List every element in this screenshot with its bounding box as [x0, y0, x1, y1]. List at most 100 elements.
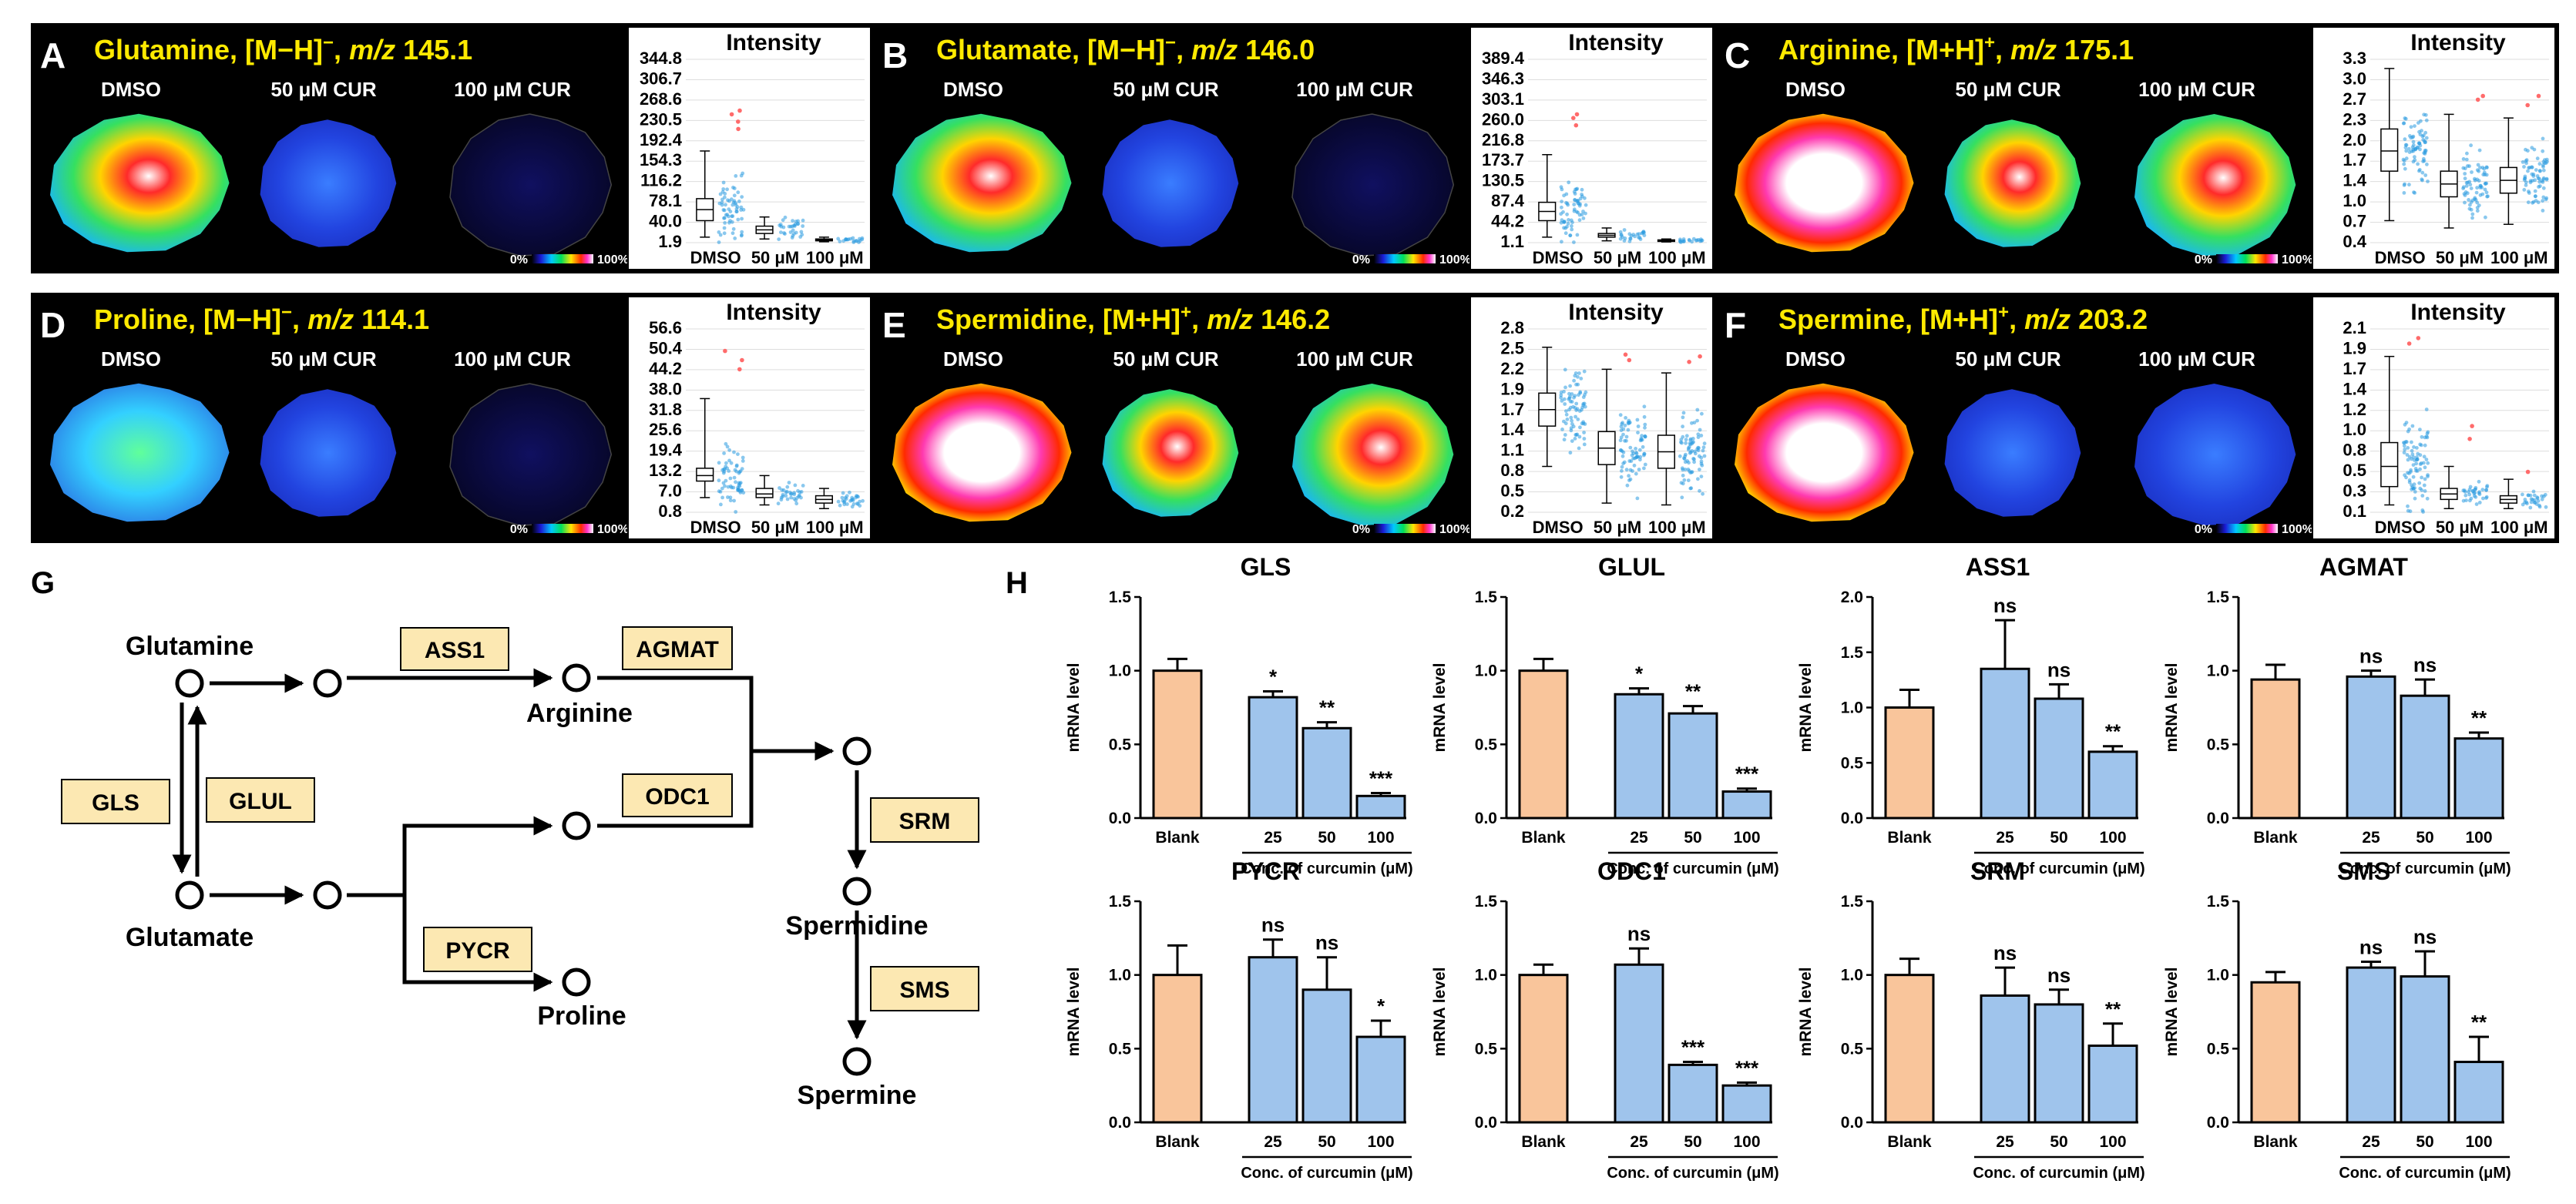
- y-tick-label: 0.5: [1841, 1040, 1864, 1058]
- label-spermine: Spermine: [798, 1081, 917, 1110]
- msi-column-label: 100 μM CUR: [2138, 347, 2255, 371]
- scatter-dot: [1686, 478, 1691, 482]
- msi-title-mz-value: 145.1: [395, 34, 472, 65]
- y-tick-label: 1.0: [1841, 967, 1863, 984]
- colorbar-min-label: 0%: [510, 253, 528, 267]
- y-tick-label: 2.3: [2343, 109, 2366, 129]
- scatter-dot: [2541, 209, 2545, 213]
- scatter-dot: [851, 498, 855, 502]
- scatter-dot: [1572, 207, 1577, 212]
- scatter-dot: [2521, 160, 2525, 164]
- enzyme-glul: GLUL: [229, 789, 292, 814]
- panel-letter: C: [1725, 35, 1750, 75]
- y-tick-label: 56.6: [649, 318, 682, 337]
- msi-title-name: Arginine, [M+H]: [1778, 34, 1984, 65]
- x-category-label: DMSO: [2375, 518, 2426, 537]
- label-spermidine: Spermidine: [785, 911, 928, 941]
- scatter-dot: [1632, 463, 1637, 468]
- scatter-dot: [2421, 159, 2426, 163]
- x-category-label: Blank: [1887, 1133, 1932, 1151]
- scatter-dot: [720, 200, 724, 205]
- scatter-dot: [2475, 186, 2480, 190]
- scatter-dot: [724, 203, 727, 207]
- msi-column-label: DMSO: [943, 78, 1003, 101]
- scatter-dot: [727, 207, 731, 211]
- scatter-dot: [2425, 435, 2430, 440]
- scatter-dot: [718, 233, 723, 237]
- outlier-dot: [2480, 93, 2485, 99]
- bar: [1668, 1063, 1718, 1124]
- scatter-dot: [1577, 434, 1582, 439]
- scatter-dot: [1562, 220, 1567, 224]
- x-category-label: 25: [1630, 1133, 1648, 1151]
- scatter-dot: [1690, 441, 1694, 446]
- scatter-dot: [723, 192, 727, 196]
- scatter-dot: [2413, 158, 2417, 163]
- scatter-dot: [2480, 488, 2485, 492]
- msi-title-mz-value: 203.2: [2071, 304, 2148, 335]
- msi-title-name: Glutamate, [M−H]: [936, 34, 1165, 65]
- scatter-dot: [781, 218, 785, 223]
- scatter-dot: [1701, 445, 1706, 450]
- x-category-label: 50: [1684, 829, 1701, 847]
- panel-letter-h: H: [1006, 566, 1028, 600]
- boxplot-group: [696, 108, 746, 244]
- bar-chart-title: SMS: [2337, 857, 2390, 885]
- x-category-label: 100: [1367, 829, 1394, 847]
- scatter-dot: [734, 464, 739, 468]
- scatter-dot: [1572, 189, 1577, 194]
- msi-title-mz: m/z: [2010, 34, 2057, 65]
- y-tick-label: 1.5: [1475, 893, 1498, 911]
- colorbar: [1374, 524, 1436, 533]
- scatter-dot: [1642, 414, 1647, 419]
- bar: [1980, 667, 2030, 820]
- x-category-label: DMSO: [1533, 248, 1584, 267]
- msi-ion-map: [260, 119, 397, 247]
- scatter-dot: [1583, 196, 1587, 200]
- x-category-label: 50 μM: [751, 518, 799, 537]
- y-tick-label: 1.0: [1109, 967, 1131, 984]
- scatter-dot: [1576, 374, 1580, 379]
- scatter-dot: [1642, 230, 1646, 235]
- scatter-dot: [1634, 455, 1639, 460]
- scatter-dot: [1562, 438, 1567, 442]
- scatter-dot: [2524, 183, 2528, 187]
- scatter-dot: [2526, 169, 2530, 173]
- msi-title-mz-value: 146.2: [1253, 304, 1330, 335]
- significance-label: ns: [2047, 658, 2071, 681]
- scatter-dot: [727, 448, 731, 452]
- scatter-dot: [2411, 475, 2416, 479]
- colorbar: [1374, 254, 1436, 263]
- scatter-dot: [1634, 447, 1638, 451]
- scatter-dot: [2415, 446, 2419, 450]
- scatter-dot: [717, 230, 721, 234]
- scatter-dot: [1636, 424, 1641, 428]
- scatter-dot: [1699, 434, 1704, 438]
- scatter-dot: [732, 498, 736, 503]
- scatter-dot: [1566, 221, 1570, 226]
- msi-title-name: Proline, [M−H]: [94, 304, 281, 335]
- outlier-dot: [1574, 112, 1580, 117]
- scatter-dot: [1688, 451, 1692, 455]
- y-tick-label: 0.2: [1500, 501, 1524, 521]
- y-tick-label: 40.0: [649, 212, 682, 231]
- bar: [1355, 794, 1406, 820]
- msi-ion-map: [892, 113, 1072, 253]
- scatter-dot: [2420, 434, 2424, 439]
- significance-label: ns: [2359, 645, 2383, 668]
- scatter-dot: [2402, 444, 2406, 448]
- msi-column-label: 50 μM CUR: [1955, 78, 2060, 101]
- scatter-dot: [2467, 490, 2470, 494]
- bar-chart-title: GLS: [1241, 553, 1291, 581]
- scatter-dot: [791, 219, 794, 223]
- scatter-dot: [737, 488, 741, 492]
- scatter-dot: [2527, 189, 2531, 193]
- x-axis-label: Conc. of curcumin (μM): [1973, 860, 2144, 877]
- scatter-dot: [1618, 236, 1623, 241]
- bar: [2453, 737, 2504, 820]
- scatter-dot: [1580, 421, 1584, 426]
- scatter-dot: [731, 200, 736, 205]
- msi-title-sep: ,: [1176, 34, 1191, 65]
- scatter-dot: [2535, 496, 2540, 501]
- bar-chart-ass1: ASS1 mRNA level 0.0 0.5 1.0 1.5 2.0 Blank ns 25 ns…: [1797, 553, 2145, 877]
